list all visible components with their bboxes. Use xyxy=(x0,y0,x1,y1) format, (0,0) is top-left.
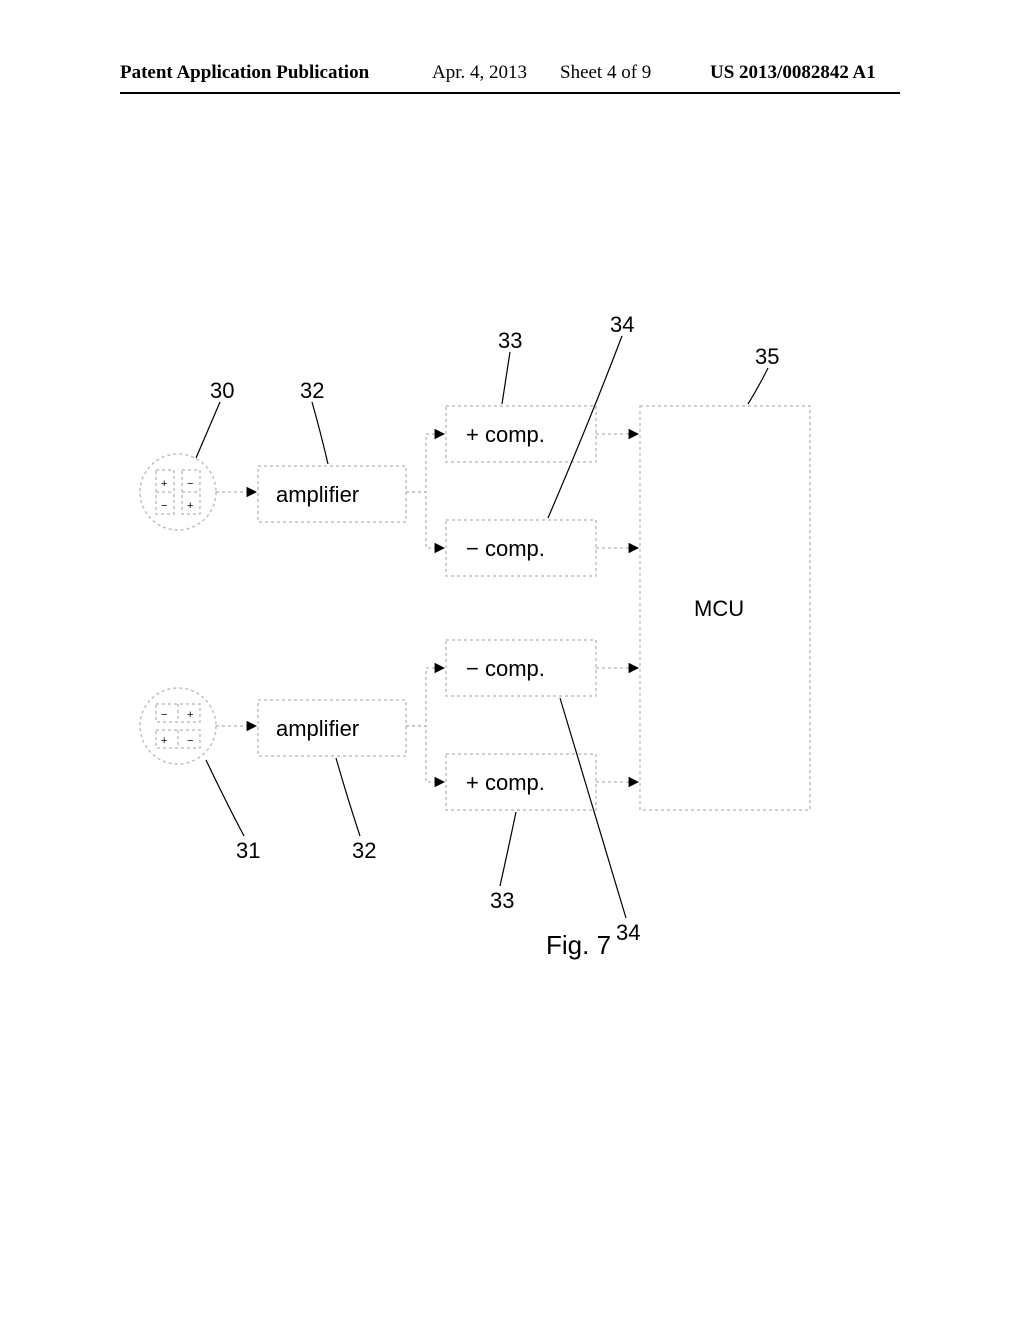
page: Patent Application Publication Apr. 4, 2… xyxy=(0,0,1024,1320)
amplifier-top-label: amplifier xyxy=(276,482,359,507)
block-diagram: + − − + − + + − amplifier amplifier + co… xyxy=(0,0,1024,1320)
sensor-bot-sign: + xyxy=(161,735,167,747)
leader-30 xyxy=(196,402,220,458)
leader-31 xyxy=(206,760,244,836)
leader-34-top xyxy=(548,336,622,518)
leader-32-bot xyxy=(336,758,360,836)
comp-pos-bot-label: + comp. xyxy=(466,770,545,795)
sensor-top-sign: + xyxy=(187,500,193,512)
arrow-amp-bot-comp-neg xyxy=(406,668,444,726)
sensor-top-icon xyxy=(140,454,216,530)
sensor-bot-sign: + xyxy=(187,709,193,721)
sensor-bot-sign: − xyxy=(187,735,193,747)
mcu-label: MCU xyxy=(694,596,744,621)
sensor-top-sign: + xyxy=(161,478,167,490)
arrow-amp-top-comp-neg xyxy=(406,492,444,548)
leader-32-top xyxy=(312,402,328,464)
leader-34-bot xyxy=(560,698,626,918)
sensor-bot-sign: − xyxy=(161,709,167,721)
sensor-bot-icon xyxy=(140,688,216,764)
leader-33-bot xyxy=(500,812,516,886)
comp-neg-top-label: − comp. xyxy=(466,536,545,561)
leader-33-top xyxy=(502,352,510,404)
sensor-top-sign: − xyxy=(161,500,167,512)
comp-pos-top-label: + comp. xyxy=(466,422,545,447)
comp-neg-bot-label: − comp. xyxy=(466,656,545,681)
arrow-amp-bot-comp-pos xyxy=(406,726,444,782)
arrow-amp-top-comp-pos xyxy=(406,434,444,492)
amplifier-bot-label: amplifier xyxy=(276,716,359,741)
leader-35 xyxy=(748,368,768,404)
sensor-top-sign: − xyxy=(187,478,193,490)
